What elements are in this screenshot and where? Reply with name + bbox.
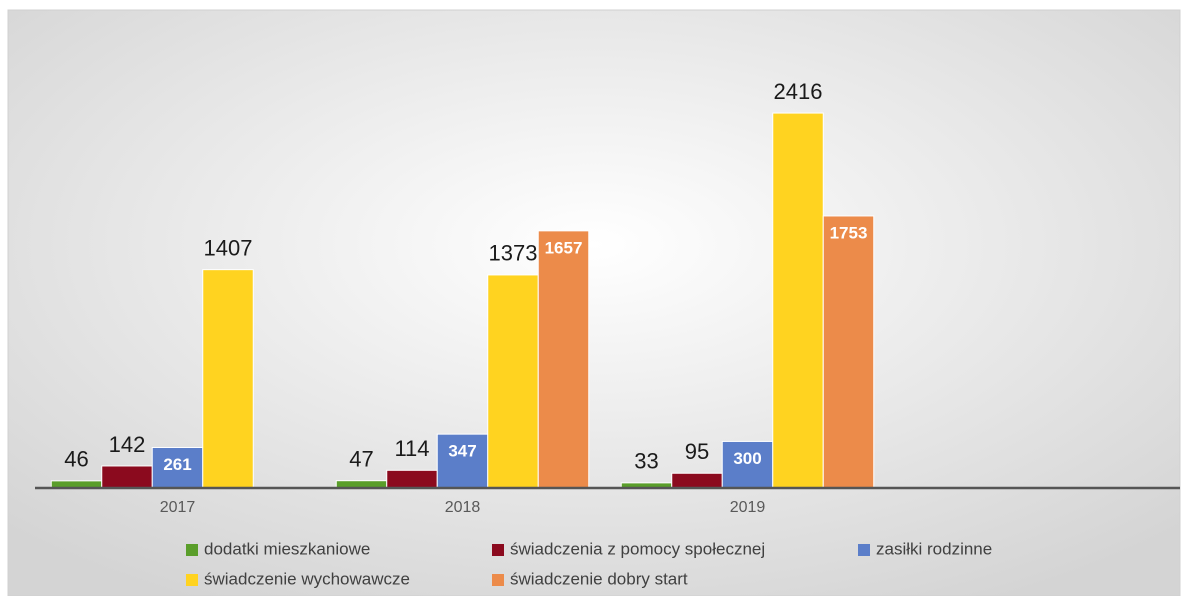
bar: [537, 230, 590, 489]
data-label: 47: [349, 447, 373, 472]
legend-label: dodatki mieszkaniowe: [204, 539, 370, 558]
data-label: 1373: [489, 241, 538, 266]
bar: [386, 469, 438, 489]
bar: [772, 112, 824, 489]
data-label: 95: [685, 439, 709, 464]
x-tick-label: 2018: [445, 499, 481, 516]
legend-label: świadczenia z pomocy społecznej: [510, 539, 765, 558]
bar: [202, 269, 254, 489]
data-label: 114: [394, 436, 429, 461]
data-label: 347: [448, 442, 476, 461]
legend-swatch: [858, 544, 870, 556]
legend-swatch: [186, 544, 198, 556]
data-label: 46: [64, 447, 88, 472]
data-label: 1657: [545, 238, 583, 257]
data-label: 2416: [774, 79, 823, 104]
bar: [671, 472, 723, 489]
data-label: 142: [109, 432, 146, 457]
bar: [101, 465, 153, 489]
x-tick-label: 2019: [730, 499, 766, 516]
data-label: 300: [733, 449, 761, 468]
data-label: 33: [634, 449, 658, 474]
legend-label: świadczenie dobry start: [510, 569, 688, 588]
data-label: 261: [163, 455, 191, 474]
data-label: 1407: [204, 235, 253, 260]
bar: [822, 215, 875, 489]
data-label: 1753: [830, 223, 868, 242]
legend-swatch: [492, 574, 504, 586]
legend-swatch: [492, 544, 504, 556]
x-tick-label: 2017: [160, 499, 196, 516]
bar: [487, 274, 539, 489]
legend-label: zasiłki rodzinne: [876, 539, 992, 558]
legend-label: świadczenie wychowawcze: [204, 569, 410, 588]
legend-swatch: [186, 574, 198, 586]
